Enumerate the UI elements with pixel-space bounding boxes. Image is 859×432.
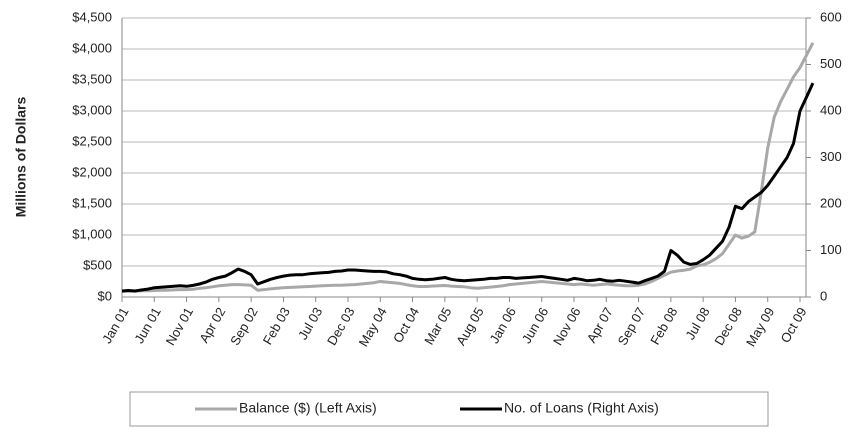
x-tick-label: Feb 03 — [260, 305, 293, 348]
y-tick-label: $2,000 — [72, 164, 112, 179]
x-tick-label: Jan 06 — [486, 305, 519, 346]
x-tick-label: May 04 — [356, 305, 390, 349]
x-tick-label: Mar 05 — [421, 305, 454, 348]
x-tick-label: Apr 02 — [196, 305, 228, 346]
y-tick-label: $500 — [83, 257, 112, 272]
y-tick-label: $2,500 — [72, 133, 112, 148]
y-tick-label: $4,500 — [72, 9, 112, 24]
y2-tick-label: 600 — [820, 9, 842, 24]
x-tick-label: Oct 04 — [390, 305, 422, 346]
x-tick-label: Jun 01 — [131, 305, 164, 346]
y-tick-label: $1,500 — [72, 195, 112, 210]
x-tick-label: Aug 05 — [453, 305, 487, 348]
y-tick-label: $3,500 — [72, 71, 112, 86]
legend-label: Balance ($) (Left Axis) — [239, 400, 377, 416]
series-line — [121, 42, 815, 293]
y2-tick-label: 500 — [820, 56, 842, 71]
x-tick-label: Apr 07 — [584, 305, 616, 346]
x-tick-label: May 09 — [743, 305, 777, 349]
y2-tick-label: 100 — [820, 242, 842, 257]
y2-tick-label: 400 — [820, 102, 842, 117]
y-tick-label: $0 — [98, 288, 112, 303]
y-axis-title: Millions of Dollars — [13, 97, 29, 218]
x-tick-label: Dec 08 — [711, 305, 745, 348]
x-tick-label: Dec 03 — [324, 305, 358, 348]
x-tick-label: Jan 01 — [99, 305, 132, 346]
y-tick-label: $4,000 — [72, 40, 112, 55]
x-tick-label: Nov 06 — [550, 305, 584, 348]
x-tick-label: Jul 08 — [682, 305, 712, 343]
series-line — [121, 82, 815, 293]
y2-tick-label: 200 — [820, 195, 842, 210]
x-tick-label: Feb 08 — [647, 305, 680, 348]
x-tick-label: Jun 06 — [519, 305, 552, 346]
x-tick-label: Nov 01 — [163, 305, 197, 348]
x-tick-label: Oct 09 — [777, 305, 809, 346]
y2-tick-label: 0 — [820, 288, 827, 303]
y2-tick-label: 300 — [820, 149, 842, 164]
x-tick-label: Sep 02 — [227, 305, 261, 348]
x-tick-label: Sep 07 — [615, 305, 649, 348]
legend-label: No. of Loans (Right Axis) — [504, 400, 659, 416]
y-tick-label: $3,000 — [72, 102, 112, 117]
y-tick-label: $1,000 — [72, 226, 112, 241]
x-tick-label: Jul 03 — [295, 305, 325, 343]
